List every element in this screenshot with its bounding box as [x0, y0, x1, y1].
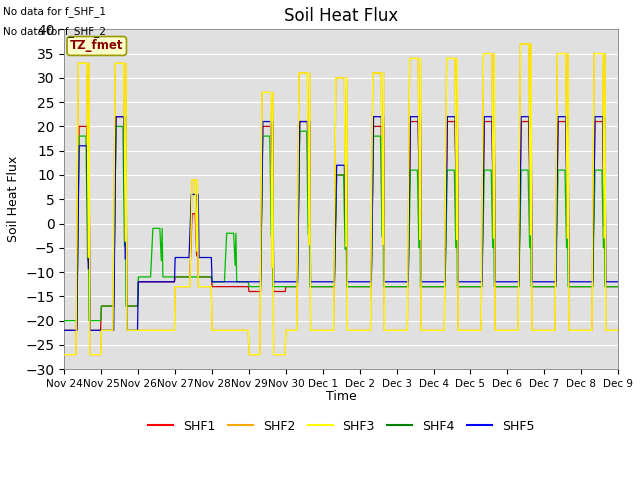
Y-axis label: Soil Heat Flux: Soil Heat Flux: [7, 156, 20, 242]
Text: No data for f_SHF_1: No data for f_SHF_1: [3, 6, 106, 17]
Text: No data for f_SHF_2: No data for f_SHF_2: [3, 25, 106, 36]
Legend: SHF1, SHF2, SHF3, SHF4, SHF5: SHF1, SHF2, SHF3, SHF4, SHF5: [143, 415, 540, 438]
Title: Soil Heat Flux: Soil Heat Flux: [284, 7, 398, 25]
X-axis label: Time: Time: [326, 390, 356, 403]
Text: TZ_fmet: TZ_fmet: [70, 39, 124, 52]
